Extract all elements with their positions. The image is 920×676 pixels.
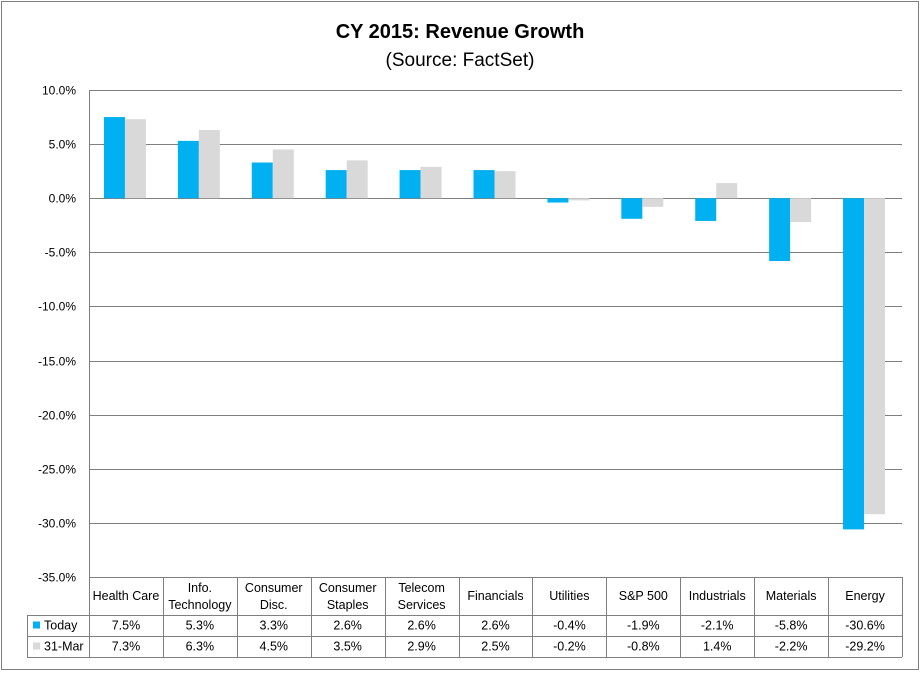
data-label: 5.3% [186,619,215,633]
data-label: 7.5% [112,619,141,633]
gridlines [89,90,902,657]
y-tick-label: -15.0% [38,355,76,369]
y-tick-label: -30.0% [38,517,76,531]
bar-31-mar [790,198,812,223]
legend-key [33,621,40,629]
category-label: Telecom [398,581,445,595]
data-table: Health Care Info. Technology Consumer Disc. C… [27,577,903,658]
category-label: Disc. [260,598,288,612]
data-label: -0.4% [553,619,586,633]
category-label: Industrials [689,589,746,603]
bar-today [843,198,865,530]
chart-title: CY 2015: Revenue Growth [336,21,585,43]
data-label: -30.6% [845,619,885,633]
category-label: Staples [327,598,369,612]
data-label: -0.8% [627,640,660,654]
category-label: Info. [188,581,212,595]
bar-today [251,162,273,199]
category-label: Materials [766,589,817,603]
y-tick-label: -10.0% [38,300,76,314]
category-label: Energy [845,589,885,603]
category-label: Technology [168,598,232,612]
bar-31-mar [124,119,146,199]
bar-today [769,198,791,261]
chart-subtitle: (Source: FactSet) [386,50,535,71]
y-axis-tick-labels: 10.0% 5.0% 0.0% -5.0% -10.0% -15.0% -20.0% -25.… [38,84,76,585]
bar-today [103,117,125,199]
bar-31-mar [420,166,442,199]
data-label: -5.8% [775,619,808,633]
bar-31-mar [198,130,220,199]
bar-today [547,198,569,203]
category-label: Financials [467,589,523,603]
bar-31-mar [494,171,516,199]
data-label: -2.1% [701,619,734,633]
bar-31-mar [568,198,590,201]
data-label: 6.3% [186,640,215,654]
category-label: S&P 500 [619,589,668,603]
data-label: -2.2% [775,640,808,654]
bar-31-mar [346,160,368,199]
data-label: -0.2% [553,640,586,654]
bar-today [621,198,643,219]
data-label: 2.9% [407,640,436,654]
y-tick-label: -25.0% [38,463,76,477]
y-tick-label: -5.0% [45,246,77,260]
legend-label: Today [44,619,78,633]
data-label: 7.3% [112,640,141,654]
bar-today [473,170,495,199]
data-label: -29.2% [845,640,885,654]
data-label: 3.5% [333,640,362,654]
category-label: Health Care [93,589,160,603]
data-label: 3.3% [260,619,289,633]
data-label: -1.9% [627,619,660,633]
y-tick-label: -20.0% [38,409,76,423]
legend-key [33,642,40,650]
bar-31-mar [716,183,738,199]
bar-31-mar [864,198,886,515]
bar-31-mar [272,149,294,199]
bar-today [325,170,347,199]
category-label: Consumer [245,581,303,595]
bar-31-mar [642,198,664,207]
legend-label: 31-Mar [44,640,84,654]
bar-today [177,140,199,199]
data-label: 4.5% [260,640,289,654]
bars [103,117,886,530]
bar-today [399,170,421,199]
data-label: 2.6% [333,619,362,633]
bar-today [695,198,717,221]
y-tick-label: -35.0% [38,571,76,585]
category-label: Consumer [319,581,377,595]
data-label: 2.6% [407,619,436,633]
data-label: 2.5% [481,640,510,654]
category-label: Utilities [549,589,589,603]
y-tick-label: 10.0% [42,84,76,98]
data-label: 2.6% [481,619,510,633]
y-tick-label: 5.0% [49,138,77,152]
category-label: Services [398,598,446,612]
y-tick-label: 0.0% [49,192,77,206]
data-label: 1.4% [703,640,732,654]
